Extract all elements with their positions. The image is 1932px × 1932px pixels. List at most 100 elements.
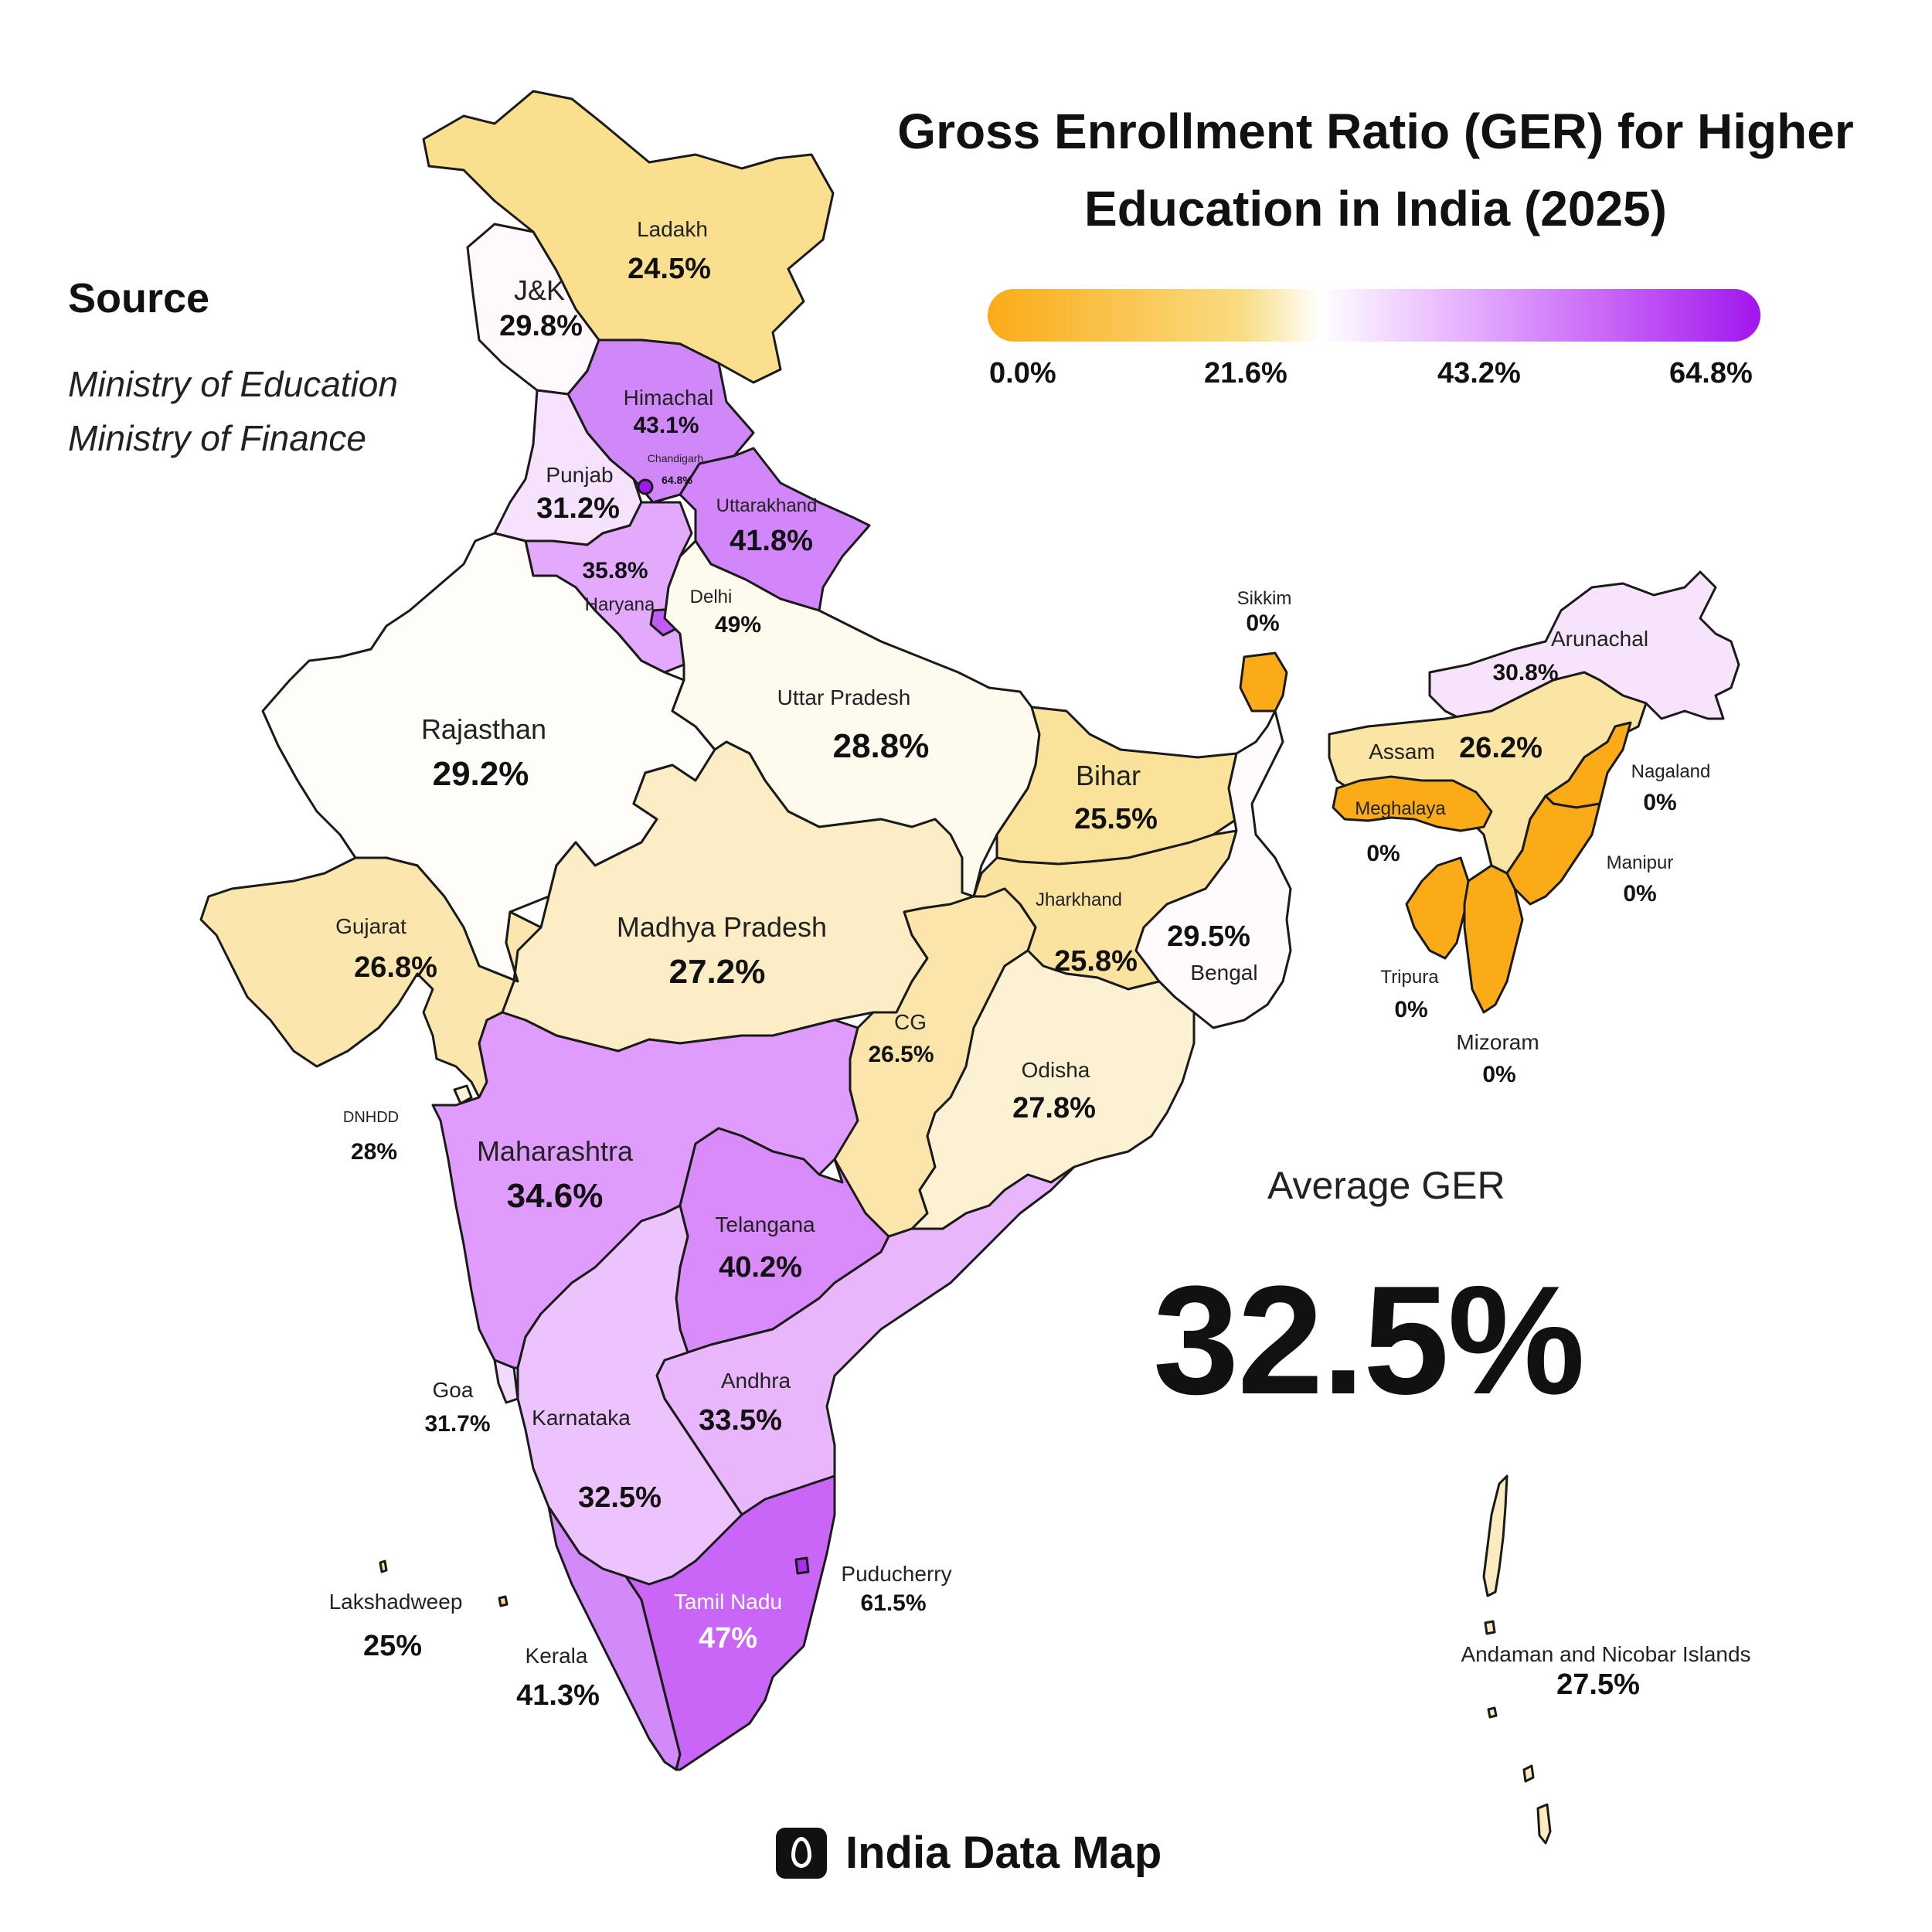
label-sikkim-name: Sikkim — [1237, 588, 1292, 609]
label-meghalaya-value: 0% — [1366, 841, 1400, 866]
label-assam-name: Assam — [1369, 740, 1435, 764]
label-maharashtra-name: Maharashtra — [477, 1135, 634, 1167]
label-dnhdd-value: 28% — [351, 1139, 397, 1165]
legend-tick-2: 43.2% — [1437, 357, 1521, 389]
label-bihar-name: Bihar — [1076, 760, 1141, 791]
label-gujarat-name: Gujarat — [335, 914, 406, 938]
label-ladakh-value: 24.5% — [628, 253, 711, 285]
label-odisha-value: 27.8% — [1012, 1092, 1096, 1124]
source-item-1: Ministry of Education — [68, 364, 398, 404]
region-goa[interactable] — [493, 1359, 519, 1404]
page-title: Gross Enrollment Ratio (GER) for Higher … — [866, 93, 1886, 247]
label-tamil-nadu-value: 47% — [699, 1622, 757, 1655]
label-meghalaya-name: Meghalaya — [1355, 798, 1446, 819]
region-tripura[interactable] — [1405, 856, 1470, 960]
region-meghalaya[interactable] — [1332, 775, 1493, 832]
label-delhi-name: Delhi — [690, 587, 733, 607]
label-dnhdd-name: DNHDD — [343, 1109, 399, 1126]
region-nicobar-2[interactable] — [1522, 1764, 1535, 1783]
label-jharkhand-value: 25.8% — [1054, 945, 1138, 978]
label-lakshadweep-name: Lakshadweep — [329, 1590, 463, 1614]
label-karnataka-value: 32.5% — [578, 1481, 662, 1514]
label-mizoram-name: Mizoram — [1456, 1030, 1539, 1054]
region-puducherry[interactable] — [794, 1556, 810, 1575]
label-tripura-value: 0% — [1394, 997, 1427, 1022]
label-delhi-value: 49% — [715, 612, 761, 638]
brand: India Data Map — [776, 1827, 1162, 1879]
source-heading: Source — [68, 275, 210, 321]
label-bengal-value: 29.5% — [1167, 920, 1250, 953]
legend-tick-0: 0.0% — [989, 357, 1056, 389]
label-cg-name: CG — [894, 1010, 927, 1034]
label-maharashtra-value: 34.6% — [507, 1177, 604, 1215]
label-chandigarh-name: Chandigarh — [648, 452, 703, 464]
label-nagaland-value: 0% — [1643, 790, 1676, 815]
label-odisha-name: Odisha — [1022, 1058, 1090, 1082]
region-mizoram[interactable] — [1463, 864, 1524, 1014]
region-dnhdd[interactable] — [453, 1084, 473, 1105]
region-nicobar-1[interactable] — [1487, 1706, 1498, 1719]
label-goa-value: 31.7% — [424, 1411, 490, 1437]
label-nagaland-name: Nagaland — [1631, 761, 1711, 782]
average-label: Average GER — [1267, 1164, 1505, 1207]
region-lakshadweep-2[interactable] — [498, 1595, 509, 1607]
label-goa-name: Goa — [433, 1378, 474, 1402]
label-sikkim-value: 0% — [1246, 611, 1279, 636]
title-line-1: Gross Enrollment Ratio (GER) for Higher — [897, 104, 1854, 159]
label-andaman-name: Andaman and Nicobar Islands — [1461, 1642, 1750, 1666]
legend-tick-3: 64.8% — [1669, 357, 1753, 389]
region-chandigarh[interactable] — [637, 478, 654, 495]
label-mp-value: 27.2% — [669, 953, 766, 991]
label-arunachal-value: 30.8% — [1492, 660, 1558, 685]
region-andaman[interactable] — [1482, 1475, 1509, 1597]
label-karnataka-name: Karnataka — [532, 1406, 631, 1430]
label-himachal-value: 43.1% — [633, 413, 699, 438]
label-punjab-value: 31.2% — [536, 492, 620, 525]
label-jk-value: 29.8% — [499, 310, 583, 342]
label-kerala-value: 41.3% — [516, 1679, 600, 1712]
map-pin-icon — [776, 1827, 827, 1879]
label-haryana-name: Haryana — [585, 594, 655, 615]
source-item-2: Ministry of Finance — [68, 418, 367, 458]
region-nicobar-3[interactable] — [1536, 1803, 1552, 1845]
label-puducherry-value: 61.5% — [860, 1590, 926, 1616]
label-tripura-name: Tripura — [1380, 967, 1439, 988]
region-nagaland[interactable] — [1544, 721, 1632, 809]
label-up-name: Uttar Pradesh — [777, 685, 911, 709]
label-telangana-value: 40.2% — [719, 1251, 802, 1284]
region-sikkim[interactable] — [1239, 651, 1288, 713]
label-bengal-name: Bengal — [1190, 961, 1257, 985]
label-rajasthan-name: Rajasthan — [421, 713, 546, 745]
label-lakshadweep-value: 25% — [363, 1630, 422, 1662]
label-cg-value: 26.5% — [868, 1042, 934, 1067]
region-andaman-2[interactable] — [1484, 1620, 1496, 1635]
label-andhra-name: Andhra — [721, 1369, 791, 1393]
label-puducherry-name: Puducherry — [841, 1562, 951, 1586]
average-value: 32.5% — [1153, 1254, 1585, 1427]
label-uttarakhand-value: 41.8% — [730, 525, 813, 557]
region-tamil-nadu[interactable] — [624, 1475, 836, 1771]
label-rajasthan-value: 29.2% — [433, 755, 529, 793]
label-bihar-value: 25.5% — [1074, 803, 1158, 835]
label-ladakh-name: Ladakh — [637, 217, 708, 241]
label-arunachal-name: Arunachal — [1551, 627, 1648, 651]
label-manipur-value: 0% — [1623, 881, 1656, 906]
label-haryana-value: 35.8% — [582, 558, 648, 583]
region-lakshadweep[interactable] — [379, 1560, 388, 1573]
label-mp-name: Madhya Pradesh — [617, 911, 827, 943]
label-mizoram-value: 0% — [1482, 1062, 1515, 1087]
region-uttarakhand[interactable] — [679, 447, 871, 612]
legend-color-bar — [988, 289, 1760, 342]
label-gujarat-value: 26.8% — [354, 951, 437, 984]
label-assam-value: 26.2% — [1459, 732, 1543, 764]
label-jharkhand-name: Jharkhand — [1036, 889, 1122, 910]
region-bengal[interactable] — [1134, 709, 1292, 1029]
label-himachal-name: Himachal — [624, 386, 714, 410]
legend-tick-1: 21.6% — [1204, 357, 1287, 389]
label-uttarakhand-name: Uttarakhand — [716, 495, 818, 516]
title-line-2: Education in India (2025) — [1084, 181, 1667, 236]
label-andaman-value: 27.5% — [1556, 1668, 1640, 1701]
region-manipur[interactable] — [1505, 794, 1601, 906]
